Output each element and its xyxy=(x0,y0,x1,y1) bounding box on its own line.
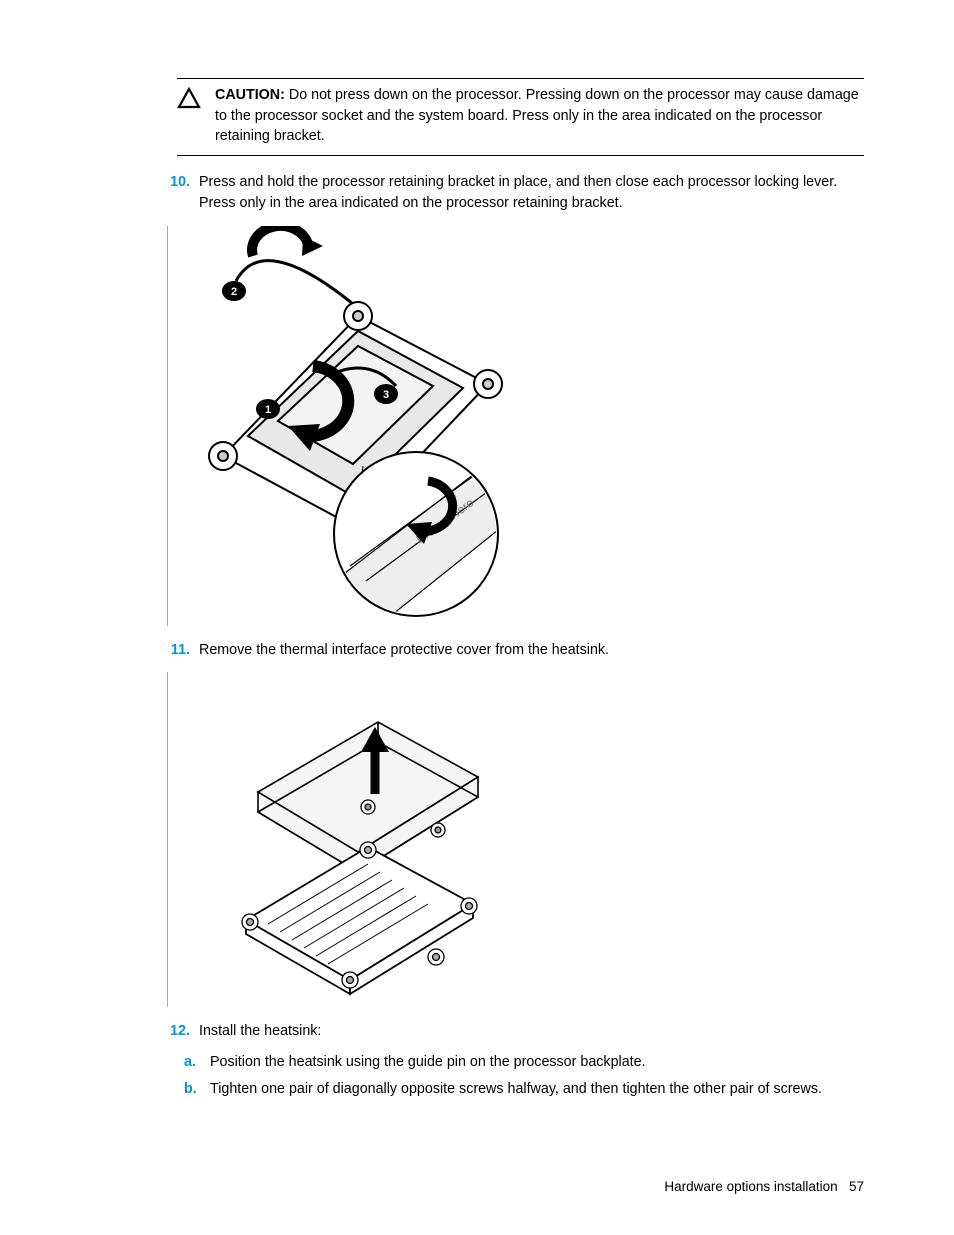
step-11: 11. Remove the thermal interface protect… xyxy=(155,640,864,661)
page-footer: Hardware options installation 57 xyxy=(664,1177,864,1197)
caution-triangle-icon xyxy=(177,87,201,116)
footer-page-number: 57 xyxy=(849,1179,864,1194)
diagram-placeholder: 2 1 xyxy=(168,226,518,626)
substep-letter: b. xyxy=(184,1079,204,1100)
svg-text:2: 2 xyxy=(231,286,237,298)
caution-message: Do not press down on the processor. Pres… xyxy=(215,87,859,144)
caution-callout: CAUTION: Do not press down on the proces… xyxy=(177,78,864,156)
step-number: 12. xyxy=(155,1021,190,1042)
caution-body: CAUTION: Do not press down on the proces… xyxy=(215,85,864,147)
step-12-a: a. Position the heatsink using the guide… xyxy=(184,1052,864,1073)
figure-heatsink-cover xyxy=(167,672,864,1007)
svg-text:1: 1 xyxy=(265,404,271,416)
footer-section: Hardware options installation xyxy=(664,1179,837,1194)
substep-text: Position the heatsink using the guide pi… xyxy=(210,1052,864,1073)
caution-label: CAUTION: xyxy=(215,87,285,103)
step-12: 12. Install the heatsink: xyxy=(155,1021,864,1042)
svg-text:3: 3 xyxy=(383,389,389,401)
step-text: Press and hold the processor retaining b… xyxy=(199,172,864,213)
step-text: Install the heatsink: xyxy=(199,1021,864,1042)
step-10: 10. Press and hold the processor retaini… xyxy=(155,172,864,213)
page-container: CAUTION: Do not press down on the proces… xyxy=(0,0,954,1235)
step-text: Remove the thermal interface protective … xyxy=(199,640,864,661)
diagram-placeholder xyxy=(168,672,518,1007)
substep-text: Tighten one pair of diagonally opposite … xyxy=(210,1079,864,1100)
step-12-b: b. Tighten one pair of diagonally opposi… xyxy=(184,1079,864,1100)
substep-letter: a. xyxy=(184,1052,204,1073)
figure-processor-locking-lever: 2 1 xyxy=(167,226,864,626)
step-number: 11. xyxy=(155,640,190,661)
step-number: 10. xyxy=(155,172,190,193)
